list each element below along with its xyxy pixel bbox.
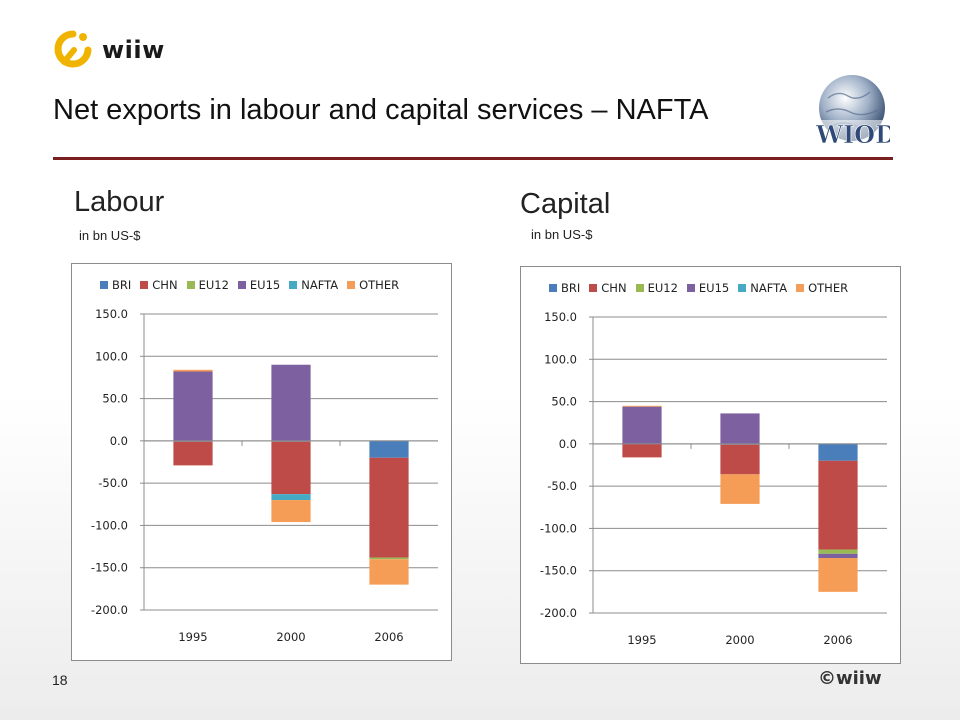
capital-xtick-label: 2000 [725, 633, 754, 647]
labour-legend-label: EU12 [198, 278, 229, 292]
labour-legend-label: BRI [112, 278, 132, 292]
labour-ytick-label: 100.0 [95, 349, 128, 363]
labour-bar-2006-other [369, 559, 409, 585]
capital-ytick-label: -100.0 [540, 521, 577, 535]
labour-ytick-label: 0.0 [110, 434, 128, 448]
labour-bar-1995-eu15 [173, 371, 213, 441]
labour-bar-1995-chn [173, 441, 213, 466]
page-number: 18 [52, 672, 68, 688]
labour-legend-label: NAFTA [301, 278, 339, 292]
capital-bar-2000-eu15 [720, 413, 760, 444]
capital-bar-1995-chn [622, 443, 662, 458]
labour-legend-swatch [186, 281, 195, 289]
labour-bar-2006-eu12 [369, 557, 409, 560]
capital-unit-label: in bn US-$ [531, 227, 593, 242]
capital-legend-swatch [796, 284, 805, 292]
capital-legend-label: NAFTA [750, 281, 788, 295]
capital-ytick-label: 150.0 [544, 310, 577, 324]
labour-bar-2000-other [271, 500, 311, 523]
capital-chart-legend: BRI CHN EU12 EU15 NAFTA OTHER [549, 281, 848, 295]
capital-bar-2006-eu12 [818, 549, 858, 554]
capital-xtick-label: 2006 [823, 633, 852, 647]
slide-title: Net exports in labour and capital servic… [53, 94, 709, 126]
labour-xtick-label: 2006 [374, 630, 403, 644]
capital-ytick-label: 100.0 [544, 352, 577, 366]
capital-xtick-label: 1995 [627, 633, 656, 647]
capital-bar-2006-other [818, 558, 858, 592]
wiod-logo: WIOD [808, 72, 896, 157]
labour-legend-label: OTHER [359, 278, 400, 292]
capital-legend-swatch [738, 284, 747, 292]
capital-bar-1995-other [622, 405, 662, 407]
labour-ytick-label: -100.0 [91, 518, 128, 532]
labour-ytick-label: 150.0 [95, 307, 128, 321]
capital-bar-2000-chn [720, 444, 760, 475]
capital-legend-item-eu15: EU15 [686, 281, 730, 295]
labour-panel-title: Labour [74, 186, 165, 218]
capital-legend-swatch [549, 284, 557, 292]
title-divider [53, 157, 893, 160]
capital-ytick-label: -150.0 [540, 564, 577, 578]
labour-legend-swatch [237, 281, 246, 289]
labour-legend-item-chn: CHN [140, 278, 178, 292]
labour-ytick-label: 50.0 [102, 392, 128, 406]
labour-ytick-label: -150.0 [91, 561, 128, 575]
capital-bar-2006-chn [818, 460, 858, 550]
logo-text: wiiw [102, 36, 165, 64]
capital-panel-title: Capital [520, 188, 611, 220]
capital-legend-label: EU15 [698, 281, 730, 295]
labour-legend-item-bri: BRI [100, 278, 131, 292]
capital-legend-label: CHN [601, 281, 627, 295]
labour-bar-2006-chn [369, 457, 409, 558]
labour-legend-item-eu12: EU12 [186, 278, 229, 292]
capital-ytick-label: -50.0 [547, 479, 577, 493]
labour-legend-item-other: OTHER [347, 278, 399, 292]
capital-legend-swatch [686, 284, 695, 292]
labour-legend-label: EU15 [249, 278, 281, 292]
capital-legend-swatch [635, 284, 644, 292]
capital-bar-1995-eu15 [622, 406, 662, 444]
capital-legend-label: BRI [561, 281, 581, 295]
capital-legend-item-bri: BRI [549, 281, 580, 295]
capital-legend-item-eu12: EU12 [635, 281, 678, 295]
capital-ytick-label: 0.0 [559, 437, 577, 451]
capital-legend-item-nafta: NAFTA [738, 281, 787, 295]
capital-bar-2000-other [720, 474, 760, 504]
capital-ytick-label: -200.0 [540, 606, 577, 620]
labour-bar-2006-bri [369, 440, 409, 458]
labour-legend-swatch [289, 281, 298, 289]
labour-legend-item-eu15: EU15 [237, 278, 281, 292]
capital-legend-label: OTHER [808, 281, 849, 295]
capital-legend-item-other: OTHER [796, 281, 848, 295]
capital-chart-svg: 150.0 100.0 50.0 0.0 -50.0 -100.0 -150.0 -200.0… [540, 310, 887, 647]
labour-legend-label: CHN [152, 278, 178, 292]
capital-ytick-label: 50.0 [551, 395, 577, 409]
labour-chart-svg: 150.0 100.0 50.0 0.0 -50.0 -100.0 -150.0 -200.0… [91, 307, 438, 644]
capital-legend-item-chn: CHN [589, 281, 627, 295]
labour-unit-label: in bn US-$ [79, 228, 141, 243]
wiod-logo-text: WIOD [815, 120, 890, 149]
labour-legend-swatch [347, 281, 356, 289]
wiiw-logo: wiiw [52, 28, 165, 72]
capital-bar-2006-bri [818, 443, 858, 461]
labour-ytick-label: -50.0 [98, 476, 128, 490]
labour-chart: BRI CHN EU12 EU15 NAFTA OTHER 150.0 100.0 50.0 0… [71, 263, 452, 661]
labour-bar-2000-nafta [271, 494, 311, 501]
labour-xtick-label: 1995 [178, 630, 207, 644]
labour-bar-1995-other [173, 369, 213, 372]
capital-legend-label: EU12 [647, 281, 678, 295]
wiiw-logo-icon [54, 30, 92, 68]
capital-legend-swatch [589, 284, 598, 292]
capital-bar-2006-eu15 [818, 553, 858, 559]
labour-legend-swatch [140, 281, 149, 289]
footer-brand: ©wiiw [818, 668, 882, 689]
labour-chart-legend: BRI CHN EU12 EU15 NAFTA OTHER [100, 278, 399, 292]
capital-chart: BRI CHN EU12 EU15 NAFTA OTHER 150.0 100.0 50.0 0… [520, 266, 901, 664]
labour-ytick-label: -200.0 [91, 603, 128, 617]
labour-bar-2000-chn [271, 441, 311, 495]
labour-legend-swatch [100, 281, 108, 289]
labour-xtick-label: 2000 [276, 630, 305, 644]
labour-legend-item-nafta: NAFTA [289, 278, 338, 292]
labour-bar-2000-eu15 [271, 364, 311, 441]
